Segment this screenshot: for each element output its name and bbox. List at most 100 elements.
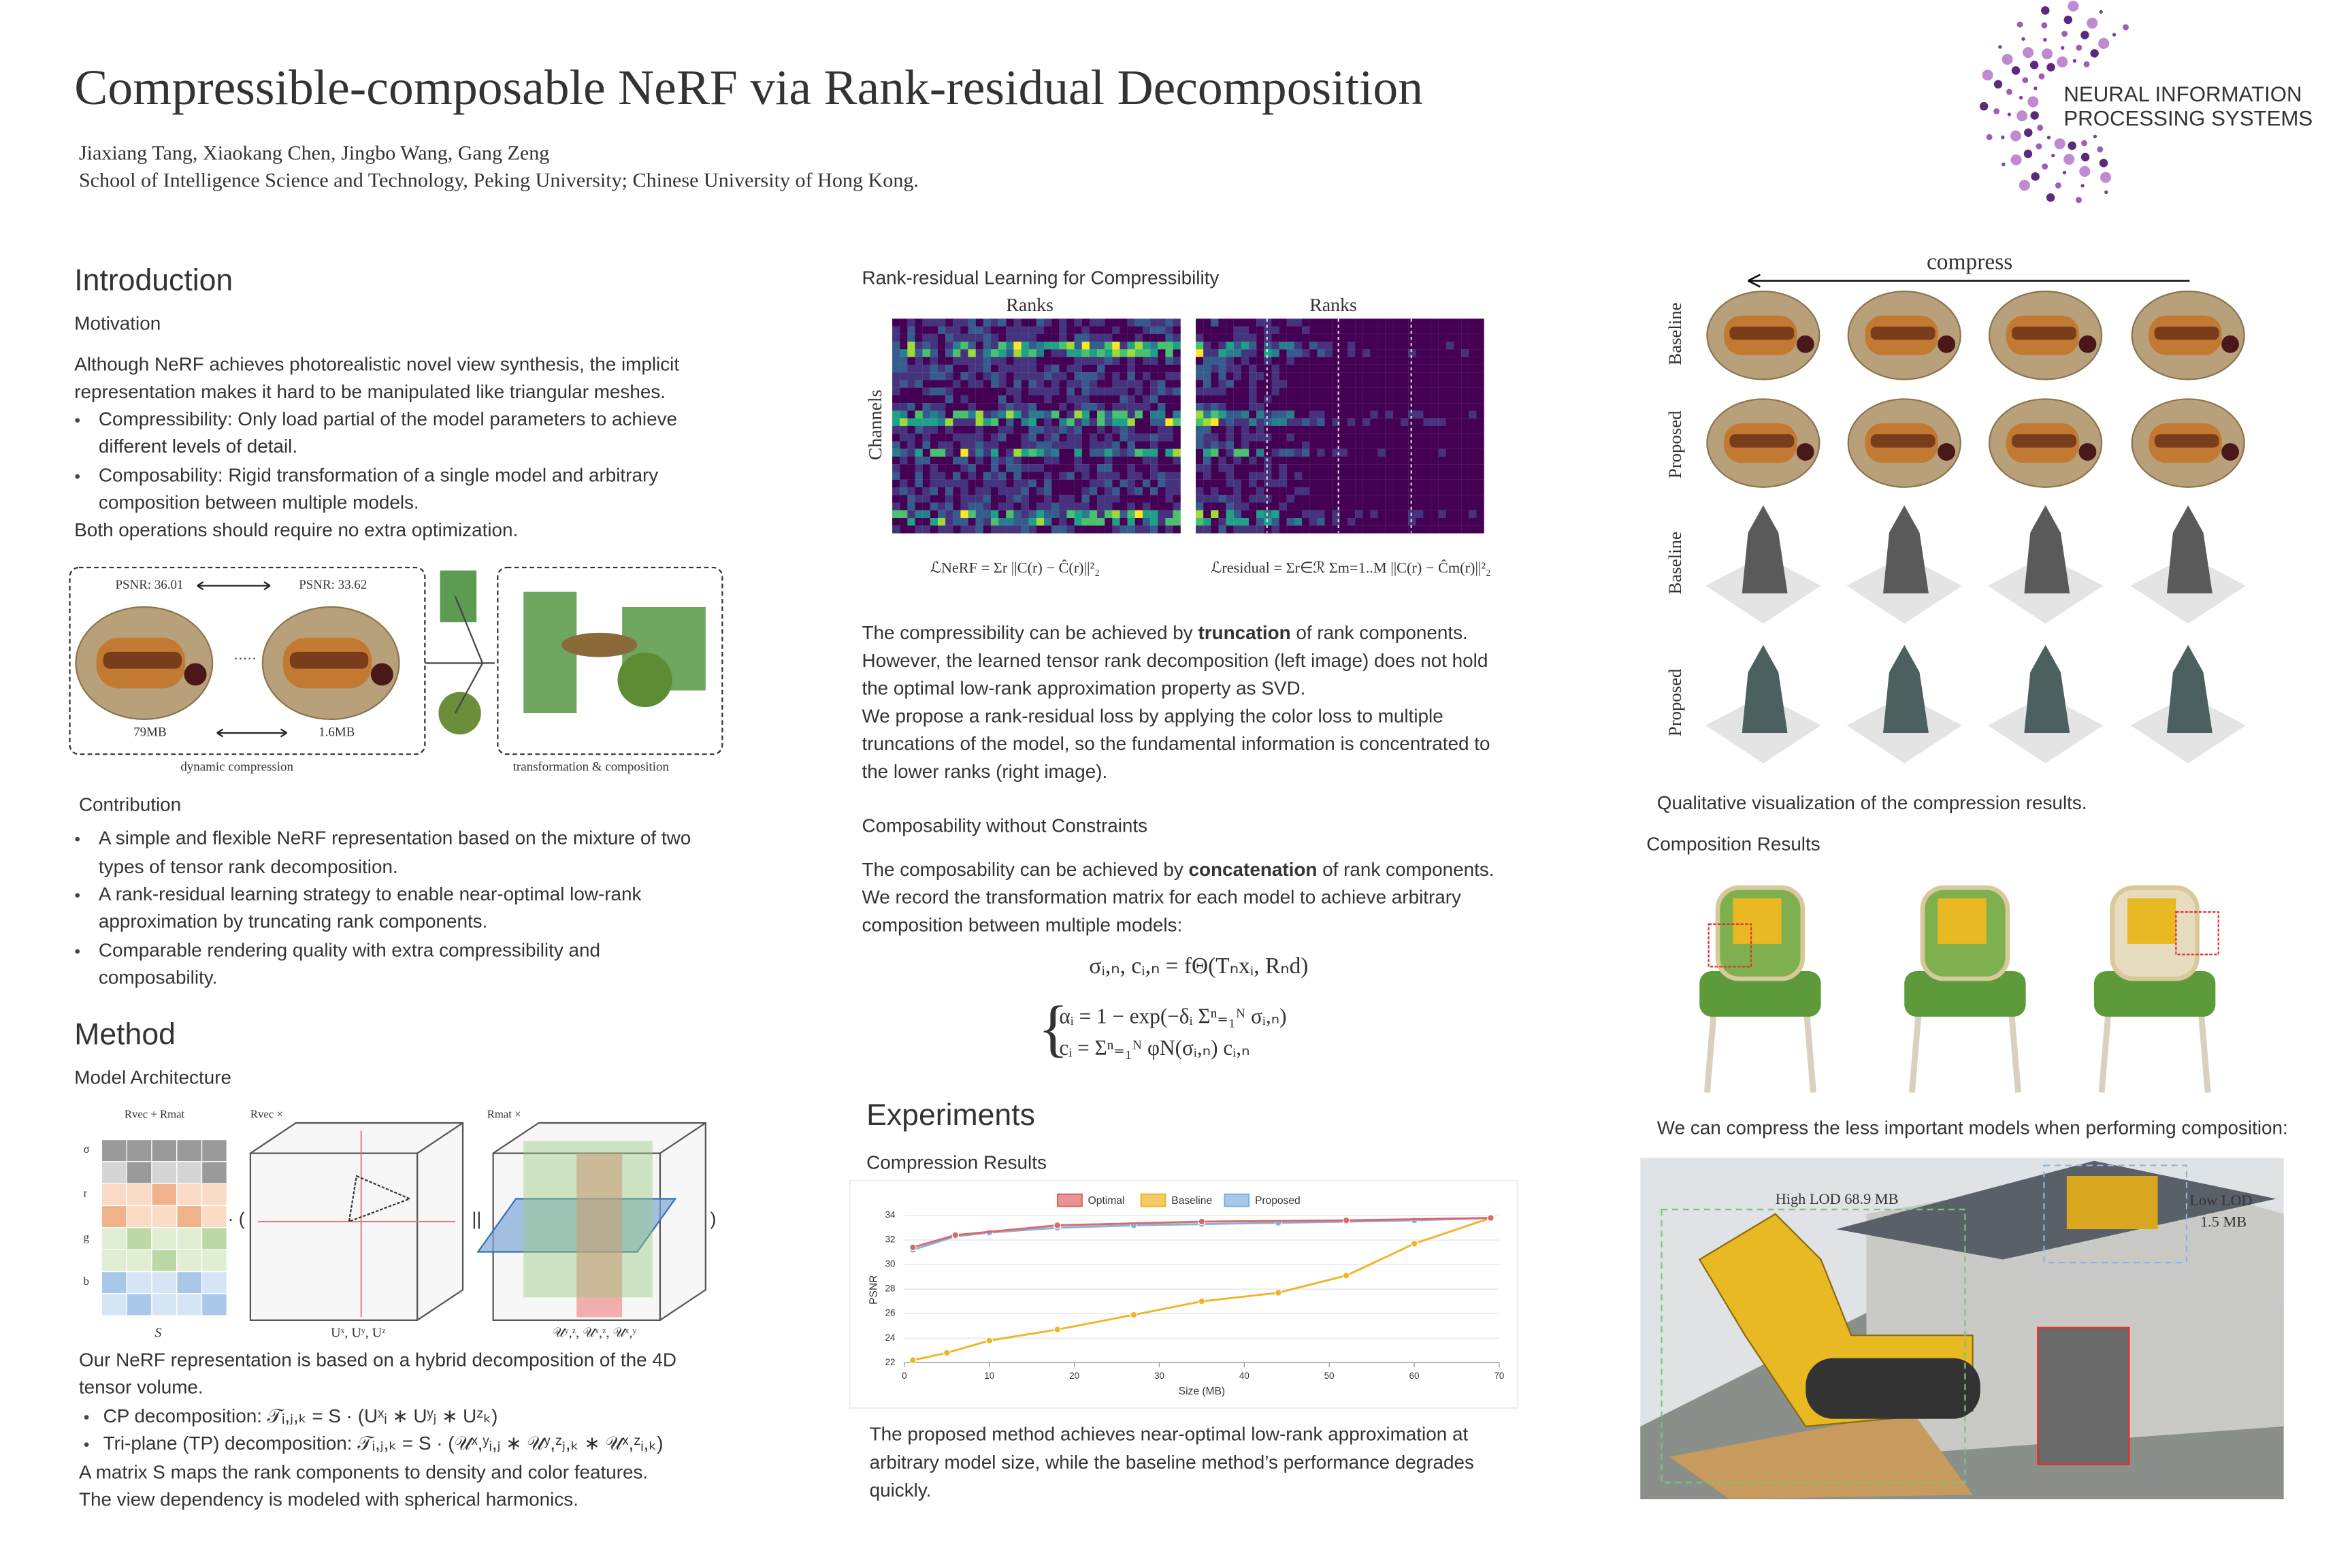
heatmap-cell <box>1446 403 1454 411</box>
matrix-cell <box>151 1183 178 1207</box>
heatmap-cell <box>1226 495 1234 503</box>
heatmap-cell <box>1097 425 1105 434</box>
heatmap-cell <box>1256 349 1264 357</box>
heatmap-cell <box>1142 479 1151 488</box>
heatmap-cell <box>1158 525 1166 534</box>
heatmap-cell <box>1446 510 1454 519</box>
heatmap-cell <box>1081 525 1090 534</box>
heatmap-cell <box>1385 487 1393 495</box>
heatmap-cell <box>1134 380 1143 388</box>
heatmap-cell <box>1249 410 1257 419</box>
legend-label: Baseline <box>1171 1195 1212 1207</box>
heatmap-cell <box>1173 464 1181 472</box>
heatmap-cell <box>1339 403 1348 411</box>
heatmap-cell <box>1423 472 1431 480</box>
heatmap-cell <box>1195 502 1204 510</box>
heatmap-cell <box>1233 326 1241 334</box>
heatmap-cell <box>1469 434 1477 442</box>
heatmap-cell <box>1028 434 1036 442</box>
heatmap-cell <box>1066 510 1075 519</box>
heatmap-cell <box>1233 441 1241 449</box>
heatmap-cell <box>1173 510 1181 519</box>
heatmap-cell <box>1279 472 1287 480</box>
heatmap-cell <box>1089 479 1098 488</box>
heatmap-cell <box>937 403 946 411</box>
heatmap-cell <box>998 403 1007 411</box>
heatmap-cell <box>1332 441 1340 449</box>
heatmap-cell <box>1036 434 1045 442</box>
text: Composability: Rigid transformation of a… <box>99 465 658 486</box>
heatmap-cell <box>1218 495 1226 503</box>
heatmap-cell <box>1324 395 1333 404</box>
heatmap-cell <box>1476 342 1484 350</box>
heatmap-cell <box>1226 410 1234 419</box>
heatmap-cell <box>1081 318 1090 327</box>
heatmap-cell <box>998 387 1007 395</box>
heatmap-cell <box>1408 441 1416 449</box>
heatmap-cell <box>1036 403 1045 411</box>
heatmap-cell <box>1423 464 1431 472</box>
heatmap-cell <box>1392 425 1401 434</box>
heatmap-cell <box>907 479 915 488</box>
heatmap-cell <box>937 318 946 327</box>
heatmap-cell <box>1362 387 1371 395</box>
statue-image <box>1883 505 1929 593</box>
heatmap-cell <box>1233 357 1241 365</box>
heatmap-cell <box>1195 418 1204 427</box>
operator: || <box>472 1209 481 1229</box>
heatmap-cell <box>1203 326 1211 334</box>
heatmap-cell <box>1150 502 1158 510</box>
heatmap-cell <box>1476 357 1484 365</box>
heatmap-cell <box>953 364 961 373</box>
heatmap-cell <box>960 448 968 457</box>
heatmap-cell <box>1264 441 1272 449</box>
heatmap-cell <box>1339 364 1348 373</box>
heatmap-cell <box>990 464 999 472</box>
heatmap-cell <box>1089 502 1098 510</box>
heatmap-cell <box>1438 495 1446 503</box>
heatmap-cell <box>1074 495 1082 503</box>
matrix-cell <box>126 1249 152 1273</box>
heatmap-cell <box>1377 434 1386 442</box>
heatmap-cell <box>922 448 930 457</box>
heatmap-cell <box>1392 326 1401 334</box>
heatmap-cell <box>1211 479 1219 488</box>
heatmap-cell <box>960 342 968 350</box>
heatmap-cell <box>1461 479 1469 488</box>
heatmap-cell <box>1211 387 1219 395</box>
heatmap-cell <box>1105 395 1113 404</box>
subheading: Compression Results <box>866 1152 1047 1173</box>
heatmap-cell <box>1271 410 1279 419</box>
heatmap-cell <box>1142 364 1151 373</box>
heatmap-cell <box>960 487 968 495</box>
heatmap-cell <box>1044 479 1052 488</box>
heatmap-cell <box>1355 318 1363 327</box>
logo-dot <box>2100 172 2112 183</box>
heatmap-cell <box>1385 380 1393 388</box>
food-image <box>2221 335 2240 353</box>
heatmap-cell <box>1385 510 1393 519</box>
heatmap-cell <box>1469 403 1477 411</box>
heatmap-cell <box>1074 357 1082 365</box>
heatmap-cell <box>968 403 976 411</box>
scene-image <box>523 591 577 713</box>
logo-dot <box>1986 134 1993 140</box>
heatmap-cell <box>1476 464 1484 472</box>
heatmap-cell <box>1400 487 1409 495</box>
heatmap-cell <box>1074 472 1082 480</box>
heatmap-cell <box>1013 448 1022 457</box>
heatmap-cell <box>1355 434 1363 442</box>
heatmap-cell <box>1066 326 1075 334</box>
heatmap-cell <box>1013 425 1022 434</box>
paragraph-line: The compressibility can be achieved by t… <box>862 622 1467 643</box>
heatmap-cell <box>1134 349 1143 357</box>
heatmap-cell <box>1028 441 1036 449</box>
heatmap-cell <box>1446 395 1454 404</box>
heatmap-cell <box>1013 364 1022 373</box>
heatmap-cell <box>1127 456 1135 465</box>
x-tick-label: 0 <box>902 1371 906 1381</box>
heatmap-cell <box>1461 464 1469 472</box>
heatmap-cell <box>1385 464 1393 472</box>
heatmap-cell <box>1370 525 1378 534</box>
